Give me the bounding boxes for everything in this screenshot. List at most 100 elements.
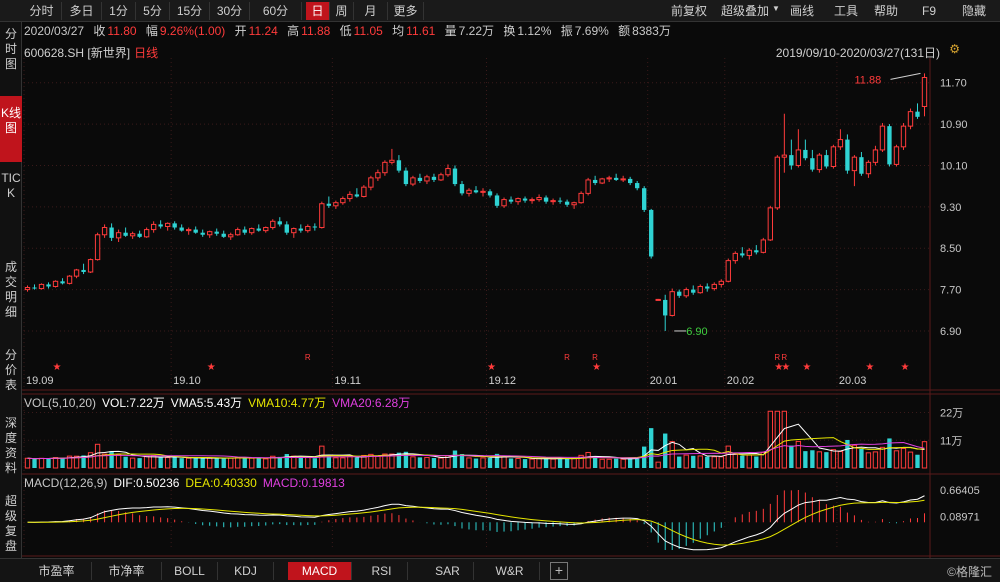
candle-body <box>635 183 640 189</box>
tab-5min[interactable]: 5分 <box>136 2 170 20</box>
candle-body <box>291 228 297 234</box>
dea-line <box>27 499 925 546</box>
candle-body <box>410 177 416 185</box>
tab-pb[interactable]: 市净率 <box>92 562 162 580</box>
close-label: 收 <box>93 24 106 38</box>
volume-bar <box>859 448 864 468</box>
low-price-label: 6.90 <box>686 326 707 338</box>
tab-daily[interactable]: 日 <box>306 2 330 20</box>
date-tick-label: 20.02 <box>727 375 755 387</box>
tab-rsi[interactable]: RSI <box>356 562 408 580</box>
candle-body <box>599 178 605 184</box>
dropdown-arrow-icon[interactable]: ▼ <box>772 4 780 13</box>
volume-bar <box>200 458 205 468</box>
nav-depth-data[interactable]: 深度资料 <box>4 416 17 475</box>
candle-body <box>221 233 226 237</box>
tab-30min[interactable]: 30分 <box>210 2 250 20</box>
candle-body <box>907 111 914 127</box>
dif-line <box>27 495 925 551</box>
volume-bar <box>627 457 633 468</box>
volume-bar <box>837 451 844 469</box>
volume-label: 量 <box>444 24 457 38</box>
tab-kdj[interactable]: KDJ <box>218 562 274 580</box>
tab-1min[interactable]: 1分 <box>102 2 136 20</box>
candle-body <box>529 199 535 202</box>
nav-kline[interactable]: K线图 <box>0 96 22 162</box>
tab-monthly[interactable]: 月 <box>354 2 388 20</box>
event-star-marker: ★ <box>865 362 874 373</box>
nav-trade-detail[interactable]: 成交明细 <box>4 260 17 319</box>
help-button[interactable]: 帮助 <box>873 4 898 18</box>
candle-body <box>915 111 920 117</box>
close-price: 11.80 <box>107 24 137 38</box>
candle-body <box>845 139 850 171</box>
volume-bar <box>109 451 114 468</box>
candle-body <box>438 174 444 181</box>
forward-adjust-button[interactable]: 前复权 <box>670 4 707 18</box>
volume-bar <box>697 455 703 469</box>
nav-super-replay[interactable]: 超级复盘 <box>4 494 17 553</box>
tab-60min[interactable]: 60分 <box>250 2 302 20</box>
volume-bar <box>354 457 360 468</box>
chart-area[interactable]: 600628.SH [新世界] 日线 2019/09/10-2020/03/27(… <box>22 40 1000 558</box>
tab-15min[interactable]: 15分 <box>170 2 210 20</box>
volume-bar <box>87 452 94 469</box>
volume-bar <box>452 450 458 468</box>
tab-boll[interactable]: BOLL <box>162 562 218 580</box>
f9-button[interactable]: F9 <box>921 4 936 18</box>
volume-bar <box>256 458 261 468</box>
candle-body <box>164 222 171 227</box>
super-overlay-button[interactable]: 超级叠加 <box>720 4 769 18</box>
tab-intraday[interactable]: 分时 <box>22 2 62 20</box>
nav-price-table[interactable]: 分价表 <box>4 348 17 392</box>
volume-bar <box>677 456 682 468</box>
nav-intraday[interactable]: 分时图 <box>4 27 17 71</box>
candle-body <box>571 202 577 206</box>
candle-body <box>803 149 808 159</box>
candle-body <box>431 176 437 180</box>
event-star-marker: ★ <box>900 362 909 373</box>
price-tick-label: 10.90 <box>940 119 968 131</box>
candle-body <box>389 159 395 163</box>
tab-more[interactable]: 更多 <box>388 2 424 20</box>
draw-line-button[interactable]: 画线 <box>789 4 814 18</box>
open-label: 开 <box>234 24 247 38</box>
tab-macd[interactable]: MACD <box>288 562 352 580</box>
tools-button[interactable]: 工具 <box>833 4 858 18</box>
volume-bar <box>900 447 907 469</box>
avg-price: 11.61 <box>406 24 436 38</box>
hide-button[interactable]: 隐藏 <box>961 4 986 18</box>
volume-bar <box>740 455 745 468</box>
tab-wr[interactable]: W&R <box>480 562 540 580</box>
volume-bar <box>263 458 269 469</box>
volume-bar <box>340 457 346 469</box>
candle-body <box>396 160 402 171</box>
candle-body <box>382 161 388 174</box>
candle-body <box>767 207 773 241</box>
volume-bar <box>24 457 31 469</box>
volume-bar <box>767 410 773 469</box>
grid-layer <box>22 58 1000 558</box>
volume-bar <box>115 454 122 469</box>
candle-body <box>543 197 549 202</box>
nav-tick[interactable]: TICK <box>1 171 21 200</box>
candle-body <box>368 177 374 188</box>
candle-body <box>620 178 626 181</box>
add-indicator-icon[interactable]: + <box>550 562 568 580</box>
settings-icon[interactable]: ⚙ <box>949 42 960 56</box>
candle-body <box>326 203 332 206</box>
tab-multi-day[interactable]: 多日 <box>62 2 102 20</box>
tab-sar[interactable]: SAR <box>422 562 474 580</box>
tab-pe[interactable]: 市盈率 <box>22 562 92 580</box>
tab-weekly[interactable]: 周 <box>330 2 354 20</box>
vma20-value: VMA20:6.28万 <box>332 396 411 410</box>
volume-bar <box>754 456 759 468</box>
volume-bar <box>459 454 465 468</box>
date-tick-label: 20.01 <box>650 375 678 387</box>
amount-label: 额 <box>618 24 631 38</box>
volume-tick-label: 11万 <box>940 435 962 447</box>
volume-bar <box>158 457 163 468</box>
candle-body <box>872 149 879 163</box>
volume-bar <box>326 455 332 468</box>
